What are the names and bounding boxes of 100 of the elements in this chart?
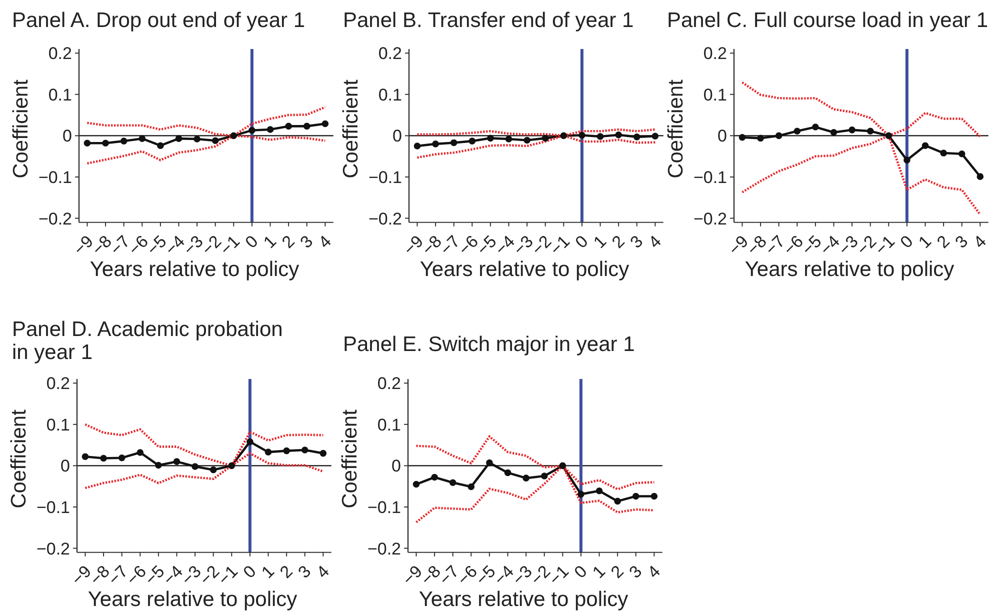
x-tick-label: 2: [607, 562, 628, 582]
point: [120, 138, 128, 144]
point: [738, 134, 746, 141]
point: [449, 479, 456, 486]
point: [468, 483, 475, 490]
point: [794, 128, 801, 135]
point: [505, 136, 512, 142]
chart-title: Panel E. Switch major in year 1: [343, 333, 635, 356]
point: [102, 140, 109, 147]
x-tick-label: 1: [588, 562, 610, 582]
point: [173, 458, 180, 465]
point: [84, 140, 91, 147]
y-tick-label: −0.1: [368, 168, 402, 188]
x-tick-label: 1: [914, 232, 936, 252]
point: [450, 139, 458, 146]
point: [283, 447, 290, 454]
point: [264, 448, 272, 456]
point: [757, 134, 764, 142]
x-tick-label: 3: [296, 232, 317, 252]
point: [542, 134, 549, 142]
x-tick-label: 2: [276, 562, 296, 582]
point: [412, 480, 420, 488]
point: [468, 138, 476, 144]
point: [596, 133, 604, 140]
y-tick-label: 0.2: [46, 374, 70, 394]
point: [487, 134, 494, 142]
y-tick-label: 0.1: [46, 415, 70, 434]
point: [940, 150, 947, 156]
y-tick-label: −0.1: [367, 498, 401, 518]
point: [157, 142, 164, 150]
y-tick-label: 0.1: [378, 85, 402, 104]
point: [922, 142, 929, 150]
point: [138, 135, 146, 142]
point: [958, 150, 966, 158]
y-tick-label: 0.2: [377, 374, 401, 394]
x-tick-label: 0: [240, 562, 260, 582]
x-tick-label: 0: [242, 232, 262, 252]
point: [560, 132, 568, 140]
y-tick-label: −0.2: [367, 539, 401, 558]
x-tick-label: 1: [590, 232, 610, 252]
point: [301, 446, 308, 454]
point: [976, 173, 984, 180]
y-tick-label: 0.2: [703, 44, 727, 64]
chart-title: Panel C. Full course load in year 1: [667, 9, 988, 32]
point: [615, 131, 622, 138]
y-axis-title: Coefficient: [10, 80, 32, 178]
x-axis-title: Years relative to policy: [744, 258, 954, 281]
point: [904, 156, 910, 164]
point: [578, 490, 584, 498]
point: [486, 459, 493, 466]
x-tick-label: 3: [626, 562, 646, 582]
point: [830, 128, 838, 136]
point: [228, 462, 236, 470]
point: [82, 453, 89, 460]
x-tick-label: 2: [933, 232, 954, 252]
y-tick-label: 0.1: [377, 415, 401, 434]
y-tick-label: 0: [392, 456, 401, 476]
y-tick-label: −0.2: [36, 539, 70, 558]
x-tick-label: 4: [314, 232, 335, 252]
point: [596, 487, 603, 494]
point: [431, 474, 438, 481]
point: [194, 136, 200, 142]
y-tick-label: −0.1: [38, 168, 72, 188]
point: [210, 466, 217, 474]
x-tick-label: 4: [970, 232, 990, 252]
point: [230, 132, 238, 140]
x-tick-label: 3: [294, 562, 315, 582]
x-axis-title: Years relative to policy: [90, 258, 300, 281]
y-axis-title: Coefficient: [664, 80, 688, 178]
chart-title: Panel D. Academic probation in year 1: [12, 318, 283, 364]
point: [614, 498, 621, 505]
point: [650, 492, 658, 500]
x-tick-label: 0: [896, 232, 917, 252]
point: [633, 134, 640, 140]
y-tick-label: −0.2: [368, 209, 402, 228]
point: [540, 472, 548, 480]
point: [322, 120, 329, 128]
point: [559, 462, 566, 470]
x-tick-label: 2: [608, 232, 628, 252]
point: [524, 136, 530, 144]
point: [136, 449, 144, 456]
point: [285, 122, 292, 130]
point: [432, 140, 439, 148]
y-tick-label: 0: [62, 126, 72, 146]
point: [212, 137, 219, 144]
line-series: [741, 81, 982, 138]
x-tick-label: 4: [644, 562, 664, 582]
point: [246, 438, 254, 446]
y-tick-label: 0.2: [48, 44, 72, 64]
y-axis-title: Coefficient: [340, 80, 362, 178]
point: [866, 128, 874, 135]
point: [504, 469, 512, 476]
point: [652, 132, 659, 140]
y-tick-label: 0.2: [378, 44, 402, 64]
x-tick-label: 0: [570, 562, 591, 582]
x-axis-title: Years relative to policy: [420, 258, 630, 281]
x-tick-label: 3: [626, 232, 647, 252]
chart-title: Panel A. Drop out end of year 1: [12, 9, 306, 32]
y-axis-title: Coefficient: [8, 410, 30, 508]
y-tick-label: −0.2: [38, 209, 72, 228]
